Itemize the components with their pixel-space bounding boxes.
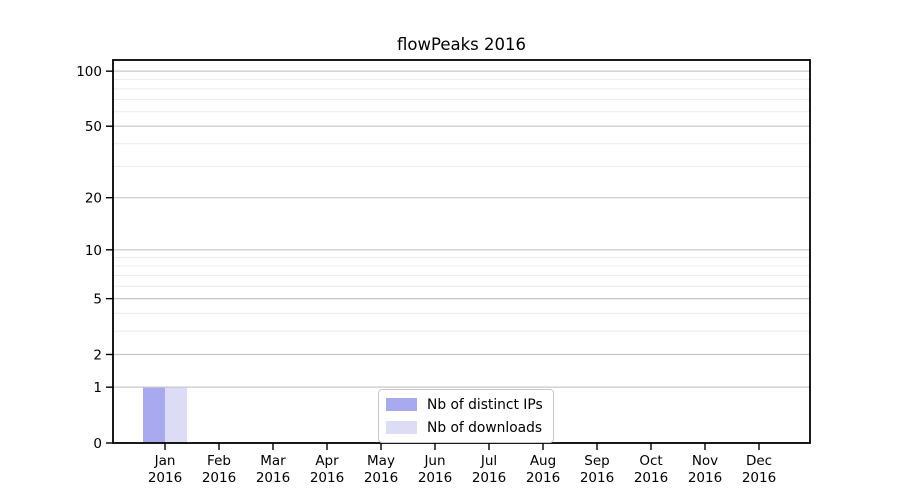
x-tick-label-month: Nov xyxy=(692,453,718,469)
x-tick-label-year: 2016 xyxy=(256,470,290,486)
y-tick-label: 50 xyxy=(85,119,102,135)
y-tick-label: 5 xyxy=(93,292,102,308)
x-tick-label-month: Dec xyxy=(746,453,772,469)
x-tick-label-month: Sep xyxy=(584,453,609,469)
x-tick-label-month: Mar xyxy=(260,453,286,469)
legend-item-distinct-ips: Nb of distinct IPs xyxy=(386,395,543,414)
x-tick-label-year: 2016 xyxy=(202,470,236,486)
x-tick-label-year: 2016 xyxy=(742,470,776,486)
x-tick-label-month: Feb xyxy=(207,453,231,469)
x-tick-label-month: Apr xyxy=(315,453,339,469)
x-tick-label-month: Jun xyxy=(423,453,445,469)
x-tick-label-year: 2016 xyxy=(580,470,614,486)
x-tick-label-year: 2016 xyxy=(688,470,722,486)
x-tick-label-month: Aug xyxy=(530,453,556,469)
y-tick-label: 100 xyxy=(76,64,102,80)
y-tick-label: 2 xyxy=(93,347,102,363)
y-tick-label: 0 xyxy=(93,436,102,452)
x-tick-label-year: 2016 xyxy=(364,470,398,486)
x-tick-label-year: 2016 xyxy=(310,470,344,486)
legend: Nb of distinct IPs Nb of downloads xyxy=(378,389,554,443)
chart-title: flowPeaks 2016 xyxy=(397,35,526,54)
plot-border xyxy=(112,59,811,444)
x-tick-label-month: Jan xyxy=(154,453,176,469)
legend-item-downloads: Nb of downloads xyxy=(386,418,543,437)
x-tick-label-month: May xyxy=(367,453,395,469)
x-tick-label-month: Jul xyxy=(480,453,497,469)
x-tick-label-year: 2016 xyxy=(148,470,182,486)
legend-swatch-downloads-icon xyxy=(386,421,417,434)
y-tick-label: 10 xyxy=(85,243,102,259)
y-tick-label: 20 xyxy=(85,191,102,207)
y-tick-label: 1 xyxy=(93,380,102,396)
bar-nb-of-downloads-jan xyxy=(165,387,187,443)
x-tick-label-year: 2016 xyxy=(472,470,506,486)
x-tick-label-year: 2016 xyxy=(526,470,560,486)
bar-nb-of-distinct-ips-jan xyxy=(143,387,165,443)
x-tick-label-year: 2016 xyxy=(634,470,668,486)
x-tick-label-month: Oct xyxy=(639,453,662,469)
legend-label-downloads: Nb of downloads xyxy=(427,419,543,436)
x-tick-label-year: 2016 xyxy=(418,470,452,486)
legend-swatch-distinct-ips-icon xyxy=(386,398,417,411)
legend-label-distinct-ips: Nb of distinct IPs xyxy=(427,396,543,413)
